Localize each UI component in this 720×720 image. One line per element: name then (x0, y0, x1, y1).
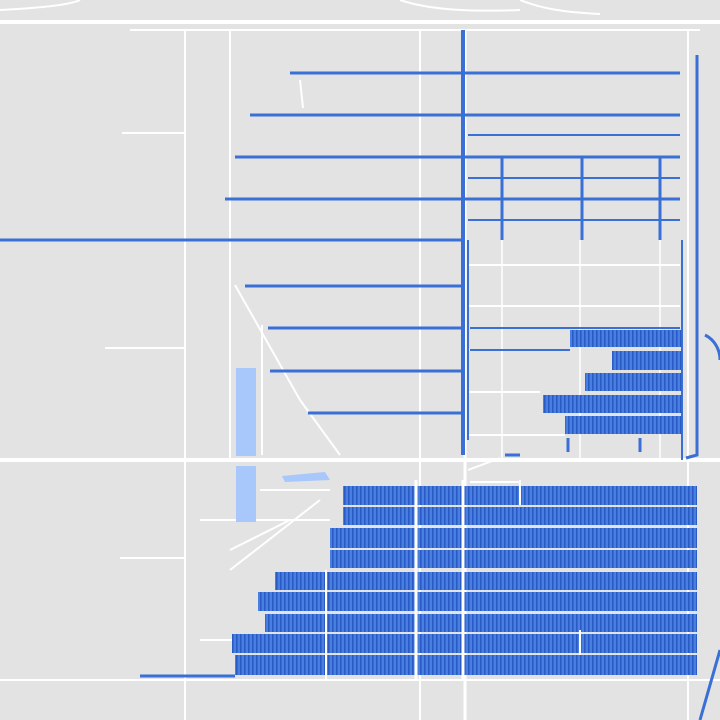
solar-arrays (232, 330, 697, 675)
ponds (236, 368, 330, 522)
array-gaps (325, 480, 581, 680)
